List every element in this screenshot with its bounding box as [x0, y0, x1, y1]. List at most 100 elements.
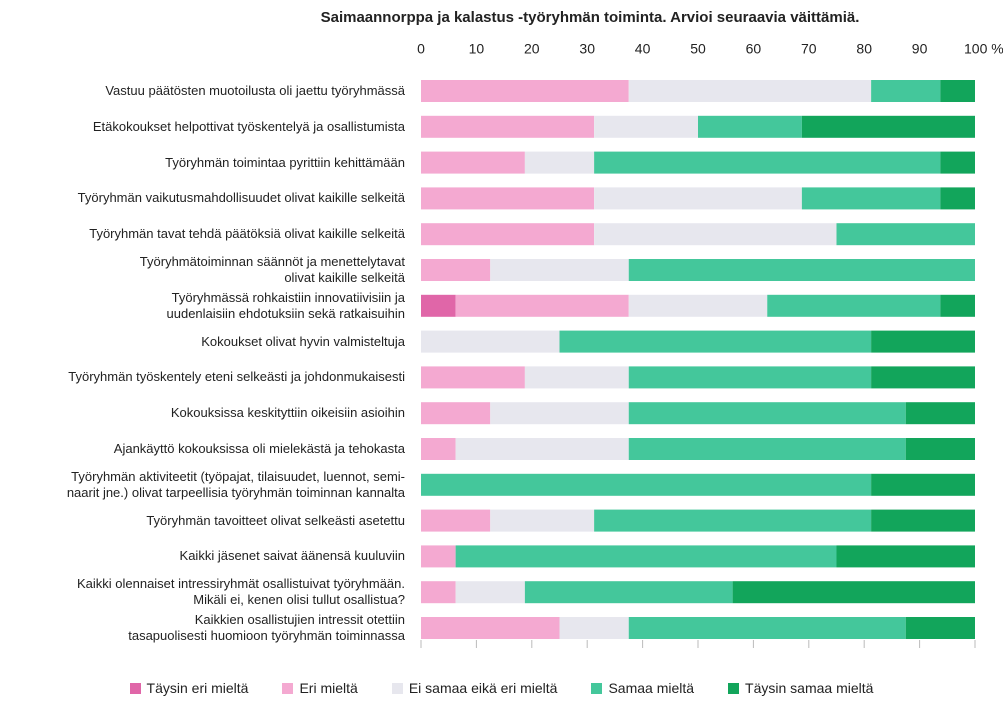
x-tick-label: 10 — [469, 41, 485, 57]
legend-item: Täysin eri mieltä — [129, 680, 249, 696]
bar-segment — [594, 509, 872, 532]
category-label: Kokoukset olivat hyvin valmisteltuja — [201, 333, 405, 349]
bar-segment — [594, 187, 802, 210]
bar-segment — [524, 366, 629, 389]
bar-segment — [628, 80, 872, 102]
x-tick-label: 0 — [417, 41, 425, 57]
bar-segment — [801, 187, 941, 210]
x-tick-label: 20 — [524, 41, 540, 57]
legend-swatch — [282, 682, 294, 694]
bar-segment — [455, 545, 837, 568]
bar-segment — [801, 115, 975, 138]
bar-segment — [455, 438, 629, 460]
bar-segment — [871, 509, 975, 532]
bar-segment — [421, 438, 456, 460]
bar-segment — [871, 366, 975, 389]
bar-segment — [421, 330, 560, 353]
bar-segment — [421, 115, 595, 138]
bar-segment — [628, 366, 872, 389]
bar-segment — [836, 545, 975, 568]
bar-segment — [421, 581, 456, 604]
x-tick-label: 90 — [912, 41, 928, 57]
legend-label: Eri mieltä — [299, 680, 358, 696]
legend-label: Samaa mieltä — [608, 680, 695, 696]
legend-swatch — [391, 682, 403, 694]
bar-segment — [421, 223, 595, 246]
bar-segment — [421, 151, 525, 174]
bar-segment — [628, 617, 906, 639]
bar-segment — [490, 509, 595, 532]
bar-segment — [940, 294, 975, 317]
category-label: Kokouksissa keskityttiin oikeisiin asioi… — [170, 405, 405, 421]
legend-label: Täysin eri mieltä — [146, 680, 249, 696]
bar-segment — [421, 294, 456, 317]
bar-segment — [628, 294, 768, 317]
category-label: Työryhmän työskentely eteni selkeästi ja… — [68, 369, 405, 385]
bar-segment — [871, 330, 975, 353]
bar-segment — [905, 402, 975, 425]
category-label: Työryhmän vaikutusmahdollisuudet olivat … — [77, 190, 405, 206]
x-tick-label: 70 — [801, 41, 817, 57]
bar-segment — [698, 115, 802, 138]
bar-segment — [421, 187, 595, 210]
legend-item: Täysin samaa mieltä — [728, 680, 873, 696]
bar-segment — [455, 294, 629, 317]
bar-segment — [836, 223, 975, 246]
x-tick-label: 50 — [690, 41, 706, 57]
x-tick-label: 80 — [856, 41, 872, 57]
category-label: Työryhmän tavat tehdä päätöksiä olivat k… — [89, 226, 405, 242]
legend-item: Eri mieltä — [282, 680, 358, 696]
category-label: Etäkokoukset helpottivat työskentelyä ja… — [92, 118, 405, 134]
category-label: Kaikkien osallistujien intressit otettii… — [128, 612, 405, 643]
bar-segment — [490, 259, 629, 281]
bar-segment — [628, 402, 906, 425]
legend-swatch — [129, 682, 141, 694]
x-tick-label: 100 % — [964, 41, 1003, 57]
bar-segment — [421, 259, 491, 281]
bar-segment — [421, 402, 491, 425]
bar-segment — [490, 402, 629, 425]
bar-segment — [559, 330, 872, 353]
bar-segment — [905, 438, 975, 460]
bar-segment — [940, 80, 975, 102]
bar-segment — [594, 151, 941, 174]
bar-segment — [421, 545, 456, 568]
category-label: Kaikki jäsenet saivat äänensä kuuluviin — [179, 548, 405, 564]
bar-segment — [524, 151, 595, 174]
bar-segment — [940, 187, 975, 210]
legend-item: Samaa mieltä — [591, 680, 694, 696]
bar-segment — [421, 509, 491, 532]
chart-title: Saimaannorppa ja kalastus -työryhmän toi… — [321, 9, 860, 26]
bar-segment — [594, 115, 698, 138]
bar-segment — [594, 223, 837, 246]
x-tick-label: 30 — [579, 41, 595, 57]
legend-swatch — [728, 682, 740, 694]
bar-segment — [421, 617, 560, 639]
category-label: Työryhmätoiminnan säännöt ja menettelyta… — [139, 254, 405, 285]
category-label: Työryhmässä rohkaistiin innovatiivisiin … — [166, 289, 405, 321]
bar-segment — [871, 473, 975, 496]
bar-segment — [871, 80, 941, 102]
category-label: Työryhmän aktiviteetit (työpajat, tilais… — [66, 468, 405, 500]
legend-item: Ei samaa eikä eri mieltä — [391, 680, 558, 696]
category-label: Ajankäyttö kokouksissa oli mielekästä ja… — [113, 441, 405, 456]
category-label: Vastuu päätösten muotoilusta oli jaettu … — [105, 83, 405, 98]
x-tick-label: 60 — [746, 41, 762, 57]
bar-segment — [732, 581, 975, 604]
legend-label: Täysin samaa mieltä — [745, 680, 874, 696]
bar-segment — [905, 617, 975, 639]
bar-segment — [421, 473, 872, 496]
bar-segment — [628, 259, 975, 281]
bar-segment — [421, 366, 525, 389]
bar-segment — [559, 617, 629, 639]
bar-segment — [455, 581, 525, 604]
category-label: Kaikki olennaiset intressiryhmät osallis… — [76, 576, 405, 608]
legend-swatch — [591, 682, 603, 694]
bar-segment — [421, 80, 629, 102]
bar-segment — [524, 581, 733, 604]
x-tick-label: 40 — [635, 41, 651, 57]
bar-segment — [628, 438, 906, 460]
legend-label: Ei samaa eikä eri mieltä — [408, 680, 558, 696]
